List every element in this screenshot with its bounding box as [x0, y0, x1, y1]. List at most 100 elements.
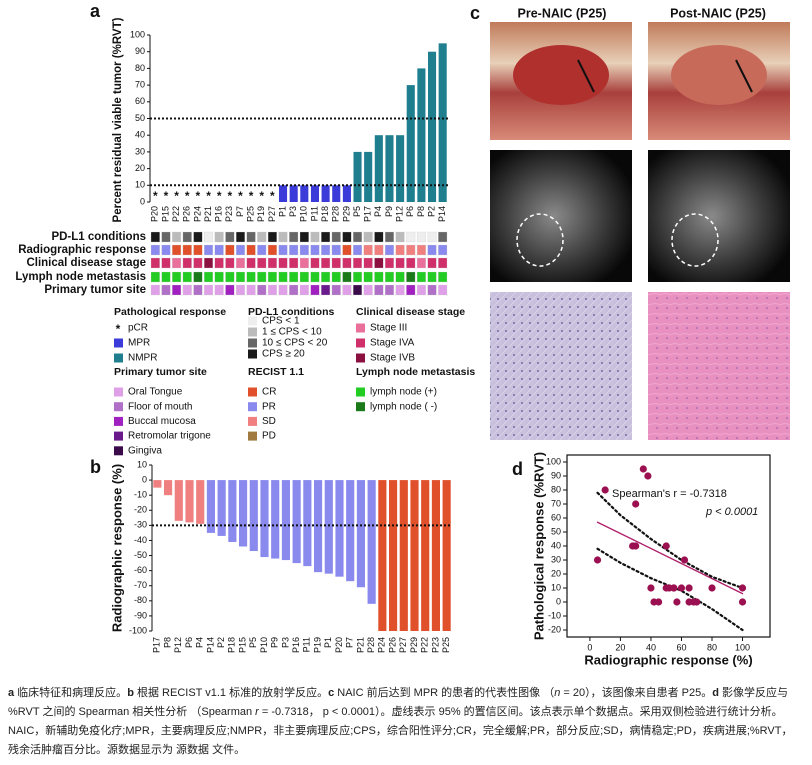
- point: [738, 598, 747, 606]
- y-tick-label: 50: [551, 526, 561, 536]
- heatmap-cell: [353, 244, 363, 256]
- heatmap-cell: [235, 244, 245, 256]
- heatmap-cell: [438, 244, 448, 256]
- x-tick-label: P15: [160, 206, 170, 222]
- heatmap-cell: [427, 284, 437, 296]
- heatmap-cell: [406, 271, 416, 283]
- x-tick-label: P25: [245, 206, 255, 222]
- x-tick-label: P2: [216, 637, 226, 648]
- point: [601, 486, 609, 494]
- x-tick-label: P5: [352, 206, 362, 217]
- x-tick-label: P1: [277, 206, 287, 217]
- y-axis-label: Radiographic response (%): [109, 464, 124, 632]
- heatmap-cell: [172, 257, 182, 269]
- legend-swatch: [248, 338, 257, 348]
- heatmap-cell: [225, 231, 235, 243]
- panel-label: c: [470, 3, 480, 23]
- bar: [389, 480, 398, 631]
- bar: [278, 185, 288, 202]
- heatmap-cell: [246, 284, 256, 296]
- heatmap-cell: [267, 284, 277, 296]
- heatmap-cell: [150, 284, 160, 296]
- bar: [249, 480, 258, 552]
- legend-symbol: *: [116, 322, 121, 336]
- caption-run: 根据 RECIST v1.1 标准的放射学反应。: [133, 687, 329, 699]
- bar: [367, 480, 376, 604]
- y-tick-label: 100: [546, 456, 561, 466]
- caption-run: = -0.7318， p < 0.0001）。虚线表示 95% 的置信区间。该点…: [8, 706, 793, 756]
- row-label: Clinical disease stage: [26, 257, 146, 269]
- heatmap-cell: [161, 271, 171, 283]
- heatmap-cell: [310, 257, 320, 269]
- heatmap-cell: [150, 231, 160, 243]
- point: [644, 472, 652, 480]
- bar: [399, 480, 408, 631]
- point: [662, 584, 670, 592]
- heatmap-cell: [214, 271, 224, 283]
- heatmap-cell: [161, 257, 171, 269]
- bar: [431, 480, 440, 631]
- heatmap-cell: [299, 244, 309, 256]
- x-tick-label: P20: [150, 206, 160, 222]
- bar: [239, 480, 248, 547]
- x-tick-label: P19: [312, 637, 322, 653]
- x-tick-label: 40: [646, 642, 656, 652]
- heatmap-cell: [353, 284, 363, 296]
- bar: [335, 480, 344, 577]
- caption-run: NAIC 前后达到 MPR 的患者的代表性图像 （: [334, 687, 555, 699]
- x-tick-label: P26: [182, 206, 192, 222]
- x-tick-label: P18: [320, 206, 330, 222]
- y-tick-label: 50: [135, 113, 145, 123]
- heatmap-cell: [395, 257, 405, 269]
- legend-label: CPS < 1: [262, 316, 300, 327]
- y-tick-label: 10: [135, 180, 145, 190]
- heatmap-cell: [395, 284, 405, 296]
- point: [677, 584, 686, 592]
- arrow: [735, 59, 753, 93]
- heatmap-cell: [204, 271, 214, 283]
- heatmap-cell: [374, 244, 384, 256]
- heatmap-cell: [321, 284, 331, 296]
- bar: [364, 151, 373, 202]
- heatmap-cell: [278, 231, 288, 243]
- legend-swatch: [114, 416, 123, 426]
- y-tick-label: 60: [135, 96, 145, 106]
- heatmap-cell: [257, 271, 267, 283]
- heatmap-cell: [225, 284, 235, 296]
- heatmap-cell: [353, 271, 363, 283]
- bar: [314, 480, 323, 573]
- heatmap-cell: [161, 244, 171, 256]
- legend-label: 10 ≤ CPS < 20: [262, 338, 328, 349]
- heatmap-cell: [395, 271, 405, 283]
- y-tick-label: -50: [134, 550, 147, 560]
- heatmap-cell: [310, 244, 320, 256]
- bar: [332, 185, 341, 202]
- heatmap-cell: [395, 244, 405, 256]
- heatmap-cell: [395, 231, 405, 243]
- heatmap-cell: [321, 244, 331, 256]
- pcr-marker: *: [206, 189, 211, 203]
- x-axis-label: Radiographic response (%): [584, 652, 752, 667]
- panel-c-images: [490, 22, 790, 440]
- arrow: [577, 59, 595, 93]
- legend-label: lymph node ( -): [370, 401, 437, 412]
- bar: [324, 480, 333, 574]
- heatmap-cell: [267, 271, 277, 283]
- x-tick-label: P21: [355, 637, 365, 653]
- heatmap-cell: [438, 231, 448, 243]
- panel-label: d: [512, 459, 523, 479]
- point: [693, 598, 701, 606]
- heatmap-cell: [310, 271, 320, 283]
- legend-swatch: [356, 323, 365, 333]
- x-tick-label: P18: [227, 637, 237, 653]
- point: [639, 465, 647, 473]
- bar: [378, 480, 387, 631]
- heatmap-cell: [438, 284, 448, 296]
- x-tick-label: P14: [205, 637, 215, 653]
- legend-swatch: [248, 349, 257, 359]
- heatmap-cell: [427, 257, 437, 269]
- heatmap-cell: [235, 257, 245, 269]
- legend-swatch: [248, 416, 257, 426]
- heatmap-cell: [214, 244, 224, 256]
- caption-run: a: [8, 687, 15, 699]
